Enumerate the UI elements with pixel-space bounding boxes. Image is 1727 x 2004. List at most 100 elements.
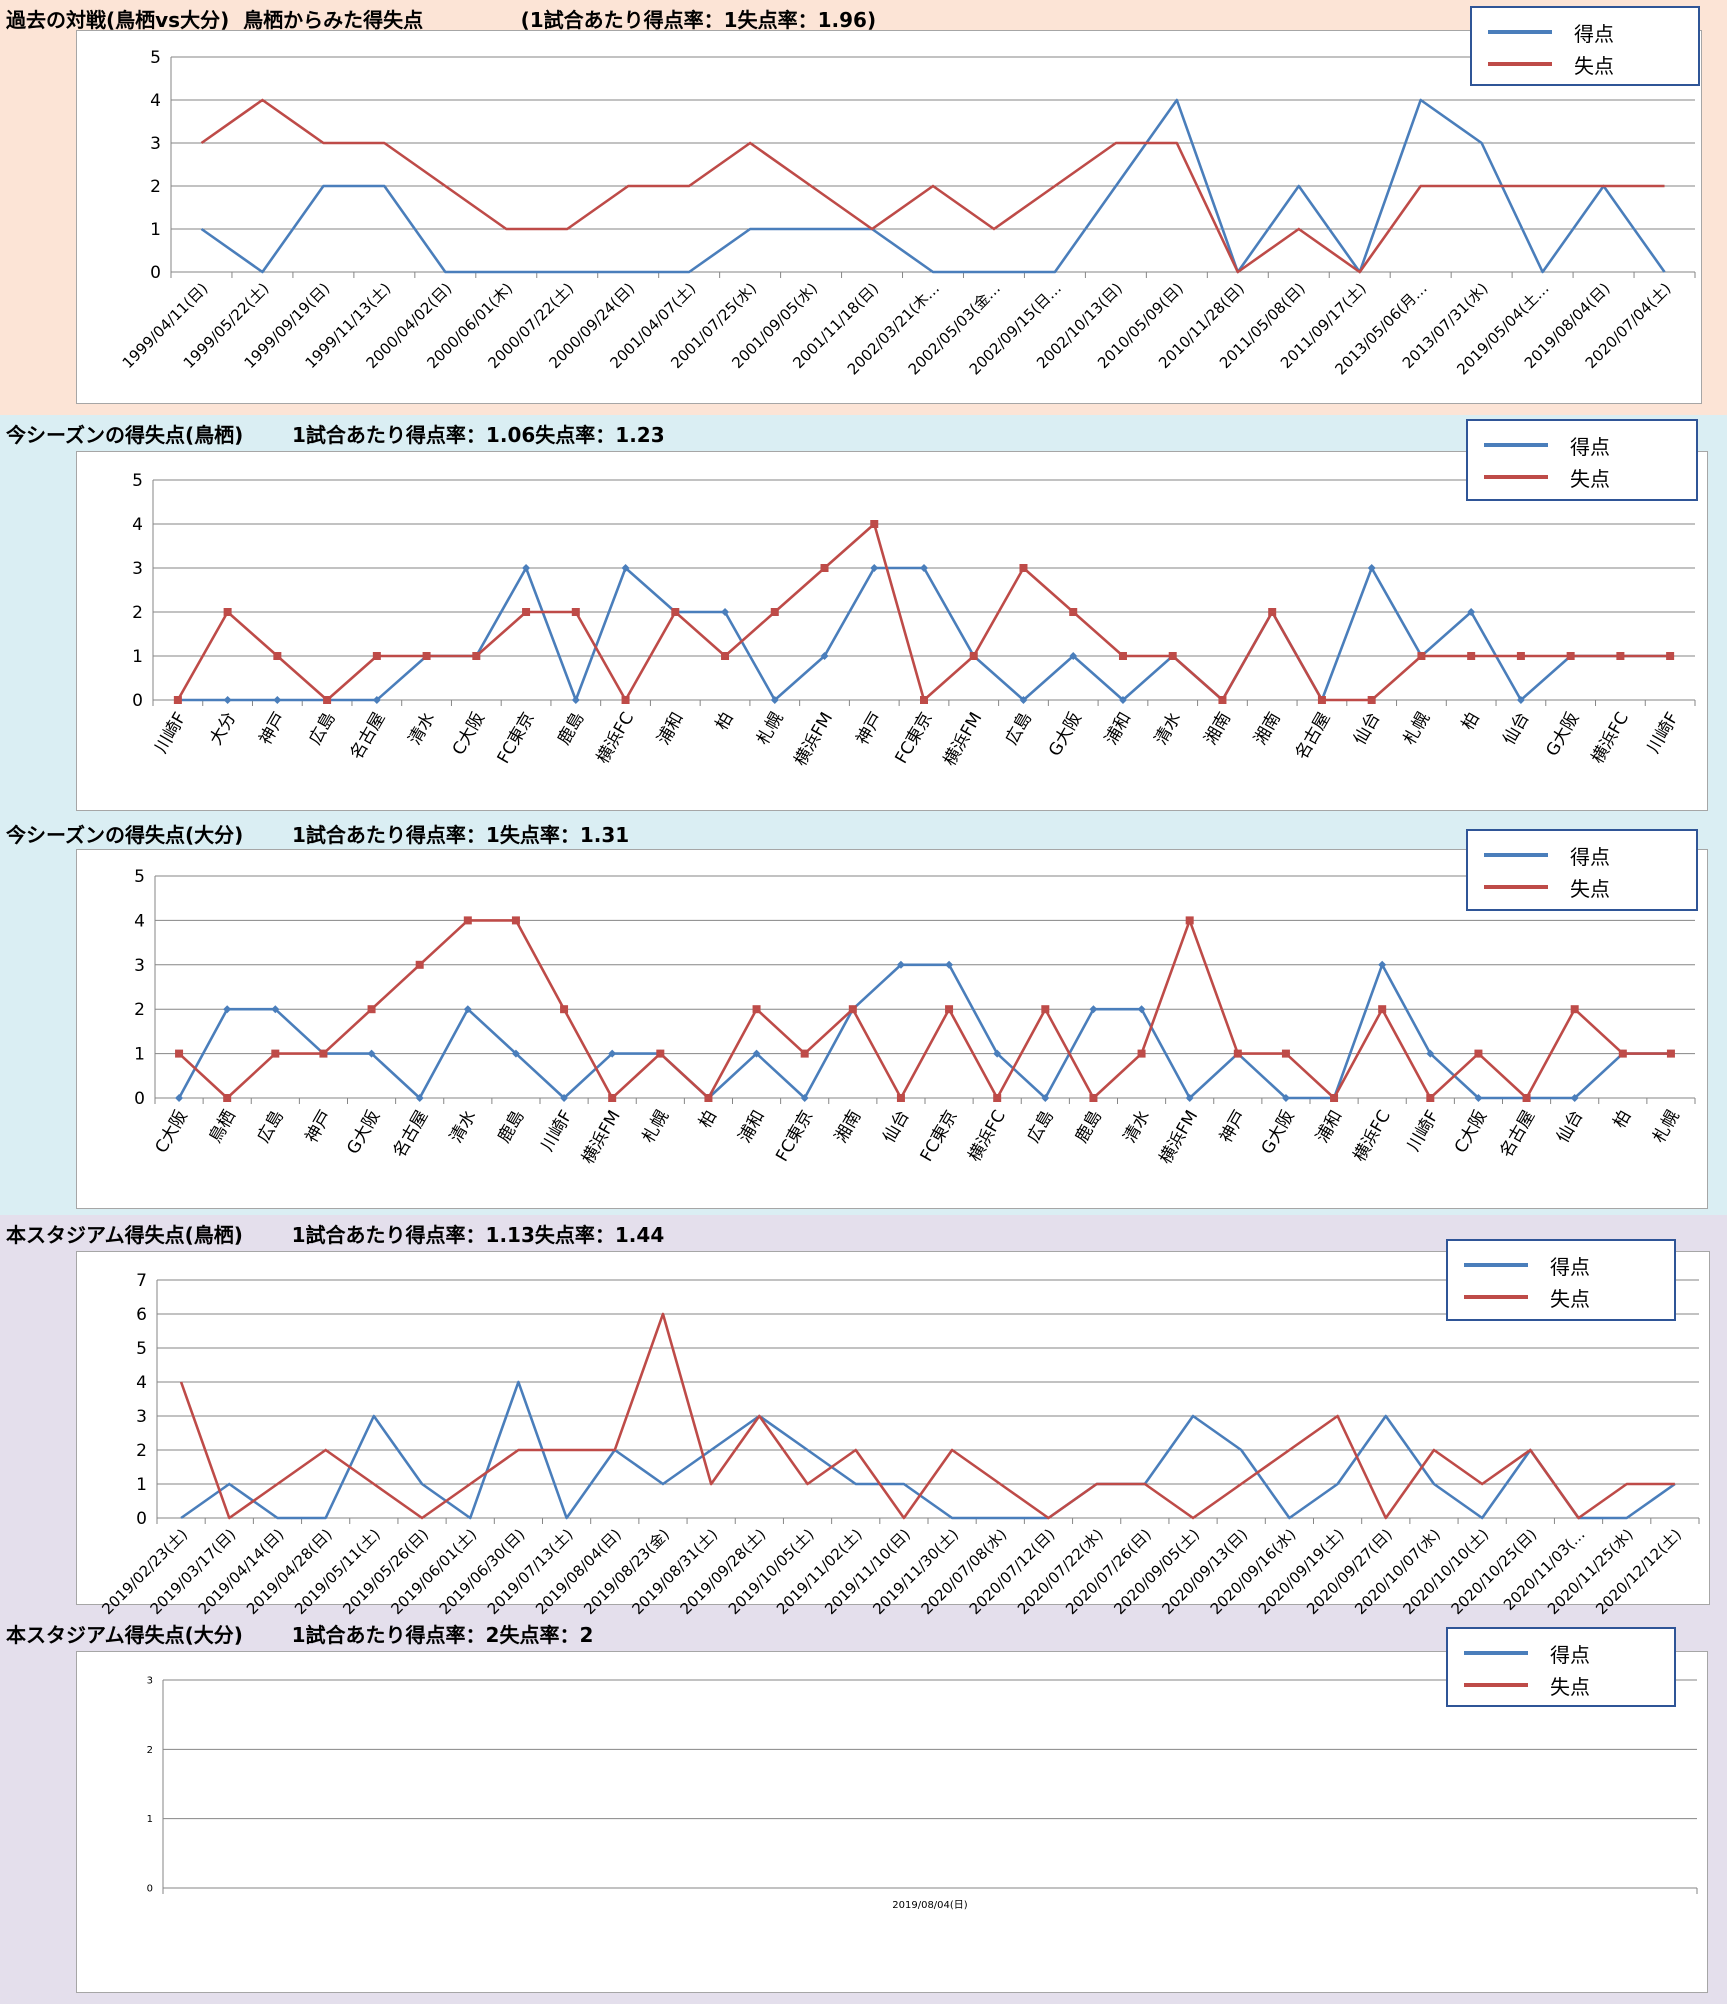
x-category-label: 2020/09/16(水) [1207, 1525, 1300, 1618]
legend-label-conceded: 失点 [1570, 877, 1610, 901]
legend-item-score: 得点 [1448, 1249, 1674, 1279]
x-category-label: 札幌 [753, 709, 787, 748]
x-category-label: 川崎F [1404, 1107, 1443, 1155]
data-point-conceded [1118, 652, 1127, 660]
legend-label-conceded: 失点 [1550, 1675, 1590, 1699]
data-point-conceded [1069, 608, 1078, 616]
y-tick-label: 4 [136, 1373, 147, 1393]
y-tick-label: 2 [150, 177, 161, 197]
legend-item-score: 得点 [1472, 16, 1698, 46]
legend: 得点 失点 [1446, 1239, 1676, 1321]
x-category-label: 名古屋 [347, 709, 390, 763]
legend-swatch-conceded [1464, 1683, 1528, 1687]
data-point-score [993, 1049, 1002, 1058]
x-category-label: 2020/09/27(日) [1303, 1525, 1396, 1618]
y-tick-label: 5 [134, 867, 145, 887]
data-point-conceded [175, 1049, 184, 1058]
x-category-label: 湘南 [831, 1107, 865, 1146]
legend: 得点 失点 [1470, 6, 1700, 86]
data-point-conceded [945, 1005, 954, 1014]
series-line-score [180, 1380, 1676, 1520]
data-point-conceded [372, 652, 381, 660]
y-tick-label: 7 [136, 1271, 147, 1291]
y-tick-label: 4 [132, 515, 143, 535]
y-tick-label: 2 [136, 1441, 147, 1461]
data-point-conceded [1516, 652, 1525, 660]
data-point-conceded [571, 608, 580, 616]
data-point-conceded [820, 564, 829, 572]
x-category-label: 2019/07/13(土) [484, 1525, 577, 1618]
data-point-conceded [1426, 1094, 1435, 1102]
series-line-score [177, 566, 1671, 702]
x-category-label: G大阪 [1542, 709, 1583, 760]
x-category-label: 広島 [305, 709, 339, 748]
x-category-label: C大阪 [1451, 1107, 1491, 1157]
x-category-label: 大分 [206, 709, 240, 748]
series-line-conceded [178, 919, 1671, 1100]
x-category-label: 横浜FM [791, 709, 838, 770]
data-point-conceded [671, 608, 680, 616]
data-point-score [175, 1094, 184, 1102]
x-category-label: 2020/07/22(水) [1014, 1525, 1107, 1618]
data-point-conceded [969, 652, 978, 660]
y-tick-label: 5 [132, 471, 143, 491]
x-category-label: 2020/09/05(土) [1110, 1525, 1203, 1618]
legend-label-score: 得点 [1550, 1255, 1590, 1279]
data-point-conceded [323, 696, 332, 704]
x-category-label: 2019/10/05(土) [725, 1525, 818, 1618]
chart-oita-season-box: 0 1 2 3 4 5 C大阪 鳥栖 広島 神戸 G大阪 名古屋 清水 鹿島 川崎F 横浜FM 札幌柏浦和 FC東… [76, 849, 1708, 1209]
section-title: 本スタジアム得失点(大分) 1試合あたり得点率：2失点率：2 [6, 1623, 594, 1647]
y-tick-label: 1 [147, 1814, 153, 1825]
data-point-score [522, 564, 531, 572]
legend-item-conceded: 失点 [1468, 871, 1696, 901]
x-category-label: 2020/07/08(水) [918, 1525, 1011, 1618]
x-category-label: 神戸 [256, 709, 290, 748]
data-point-score [560, 1094, 569, 1102]
legend-swatch-score [1484, 853, 1548, 857]
data-point-score [1137, 1005, 1146, 1014]
legend-label-score: 得点 [1570, 845, 1610, 869]
chart-stadium-oita: 0 1 2 3 2019/08/04(日) [147, 1676, 1698, 1911]
legend-swatch-score [1464, 1263, 1528, 1267]
x-category-label: FC東京 [892, 709, 937, 767]
x-category-label: 横浜FC [1350, 1107, 1395, 1165]
x-category-label: 2020/10/25(日) [1448, 1525, 1541, 1618]
data-point-score [271, 1005, 280, 1014]
x-category-label: 神戸 [302, 1107, 336, 1146]
x-category-label: 横浜FM [1156, 1107, 1203, 1168]
data-point-conceded [1317, 696, 1326, 704]
data-point-conceded [1666, 652, 1675, 660]
x-category-label: 仙台 [879, 1107, 913, 1146]
data-point-conceded [560, 1005, 569, 1014]
section-title: 今シーズンの得失点(大分) 1試合あたり得点率：1失点率：1.31 [6, 823, 630, 847]
x-category-label: 2019/04/14(日) [195, 1525, 288, 1618]
data-point-conceded [1330, 1094, 1339, 1102]
data-point-score [1019, 696, 1028, 704]
x-category-label: FC東京 [494, 709, 539, 767]
x-category-label: 札幌 [1649, 1107, 1683, 1146]
chart-tosu-season-box: 0 1 2 3 4 5 川崎F 大分 神戸 広島 名古屋 清水 C大阪 FC東京 鹿島 横浜FC 浦和柏札幌 横浜… [76, 451, 1708, 811]
legend-label-conceded: 失点 [1550, 1287, 1590, 1311]
data-point-score [1516, 696, 1525, 704]
y-tick-label: 0 [147, 1884, 153, 1895]
x-category-label: 2020/07/12(日) [966, 1525, 1059, 1618]
x-category-label: 川崎F [1644, 709, 1683, 757]
data-point-score [945, 960, 954, 969]
data-point-score [1281, 1094, 1290, 1102]
data-point-score [1069, 652, 1078, 660]
chart-stadium-oita-box: 0 1 2 3 2019/08/04(日) [76, 1651, 1708, 1993]
x-category-label: 2020/09/19(土) [1255, 1525, 1348, 1618]
x-category-label: 札幌 [1400, 709, 1434, 748]
data-point-score [621, 564, 630, 572]
y-tick-label: 0 [150, 263, 161, 283]
x-category-label: C大阪 [449, 709, 489, 759]
data-point-conceded [1467, 652, 1476, 660]
legend-swatch-conceded [1484, 885, 1548, 889]
x-category-label: 柏 [695, 1107, 721, 1132]
data-point-conceded [656, 1049, 665, 1058]
x-category-label: 2019/03/17(日) [147, 1525, 240, 1618]
y-tick-label: 1 [132, 647, 143, 667]
x-category-label: 川崎F [538, 1107, 577, 1155]
data-point-conceded [1137, 1049, 1146, 1058]
data-point-conceded [1378, 1005, 1387, 1014]
